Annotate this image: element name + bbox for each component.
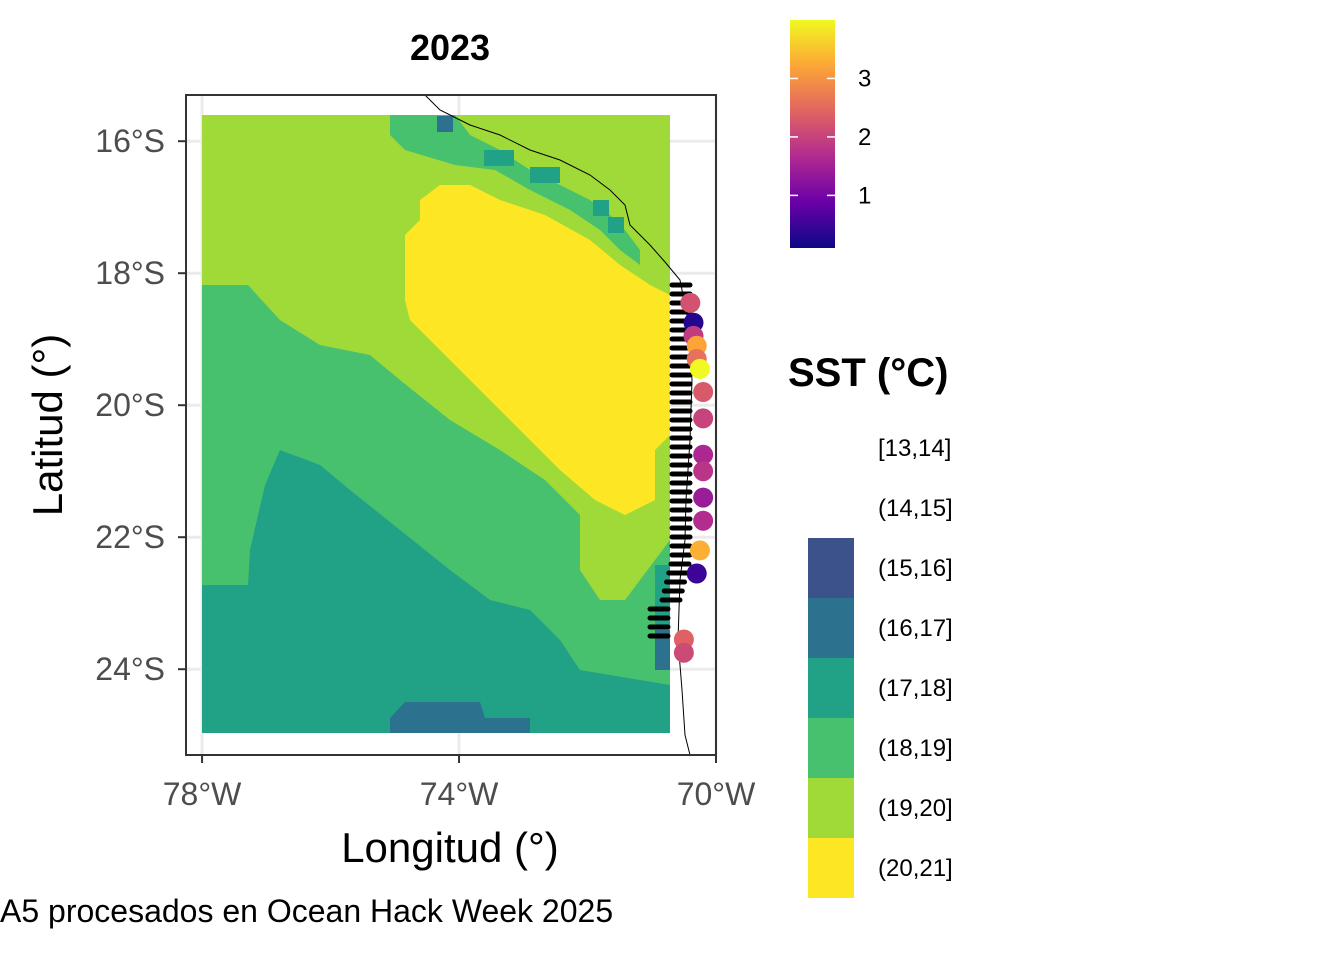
colorbar-tick-label: 3: [858, 65, 871, 92]
x-tick-label: 78°W: [163, 776, 242, 812]
sst-field-18-19-coast: [390, 115, 640, 265]
observation-point: [693, 444, 714, 465]
observation-point: [693, 510, 714, 531]
observation-point: [673, 642, 694, 663]
map-panel: [185, 94, 718, 756]
observation-point: [693, 408, 714, 429]
y-tick-label: 18°S: [95, 255, 165, 291]
sst-legend-swatch: [808, 658, 854, 718]
x-tick-label: 70°W: [677, 776, 756, 812]
sst-legend-label: (15,16]: [878, 555, 953, 582]
map-title: 2023: [410, 27, 490, 68]
colorbar-tick-label: 2: [858, 124, 871, 151]
sst-pixel-coast: [655, 630, 670, 670]
sst-legend-swatch: [808, 838, 854, 898]
y-tick-label: 16°S: [95, 123, 165, 159]
observation-points: [673, 292, 714, 663]
observation-point: [693, 487, 714, 508]
sst-legend-label: (18,19]: [878, 735, 953, 762]
sst-pixel-coast: [484, 150, 514, 166]
colorbar-legend: 1 2 3: [790, 20, 871, 248]
sst-field-20-21: [405, 185, 670, 515]
sst-legend-keys: [13,14] (14,15] (15,16] (16,17] (17,18] (18,1…: [808, 435, 953, 898]
sst-legend-title: SST (°C): [788, 351, 948, 395]
sst-legend-label: [13,14]: [878, 435, 951, 462]
sst-legend-swatch: [808, 538, 854, 598]
sst-legend-label: (16,17]: [878, 615, 953, 642]
colorbar-ticks: 1 2 3: [790, 65, 871, 209]
sst-pixel-coast: [593, 200, 609, 216]
sst-raster: [202, 115, 670, 733]
sst-legend-label: (19,20]: [878, 795, 953, 822]
sst-legend: SST (°C) [13,14] (14,15] (15,16] (16,17] (17…: [788, 351, 953, 898]
y-tick-label: 22°S: [95, 519, 165, 555]
x-axis-title: Longitud (°): [341, 824, 559, 871]
observation-point: [689, 540, 710, 561]
sst-pixel-coast: [608, 217, 624, 233]
y-axis-title: Latitud (°): [24, 334, 71, 517]
panel-border: [185, 94, 717, 756]
x-tick-label: 74°W: [420, 776, 499, 812]
observation-point: [693, 461, 714, 482]
y-tick-label: 20°S: [95, 387, 165, 423]
sst-legend-label: (20,21]: [878, 855, 953, 882]
x-axis: 78°W 74°W 70°W: [163, 755, 756, 812]
sst-pixel-coast: [437, 116, 453, 132]
y-axis: 16°S 18°S 20°S 22°S 24°S: [95, 123, 186, 687]
sst-legend-label: (14,15]: [878, 495, 953, 522]
figure-caption: A5 procesados en Ocean Hack Week 2025: [0, 893, 613, 929]
sst-legend-swatch: [808, 718, 854, 778]
sst-field-16-17-south: [390, 702, 530, 733]
y-tick-label: 24°S: [95, 651, 165, 687]
sst-legend-swatch: [808, 598, 854, 658]
colorbar: [790, 20, 835, 248]
sst-field-17-18: [202, 450, 670, 733]
sst-legend-swatch: [808, 778, 854, 838]
observation-point: [686, 563, 707, 584]
colorbar-tick-label: 1: [858, 182, 871, 209]
observation-point: [680, 292, 701, 313]
observation-point: [689, 358, 710, 379]
sst-legend-label: (17,18]: [878, 675, 953, 702]
observation-point: [693, 382, 714, 402]
sst-pixel-coast: [530, 167, 560, 183]
